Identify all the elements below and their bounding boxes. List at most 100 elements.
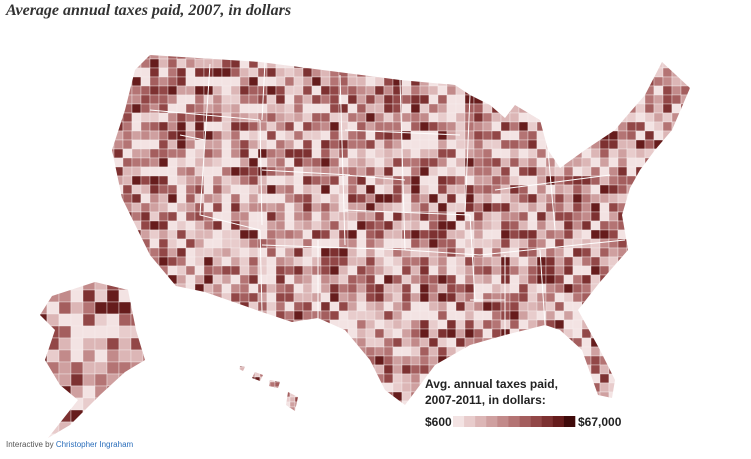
county [244,401,251,408]
county [140,55,151,60]
county [293,373,304,384]
county [671,382,682,393]
county [158,301,169,312]
county [428,283,439,294]
county [590,391,601,402]
county [320,310,331,321]
county [581,103,592,114]
county [320,94,331,105]
county [473,193,484,204]
author-link[interactable]: Christopher Ingraham [55,440,134,449]
county [689,58,690,69]
county [419,292,430,303]
county [410,76,421,87]
county [671,157,682,168]
county [275,220,286,231]
county [689,166,690,177]
county [644,148,655,159]
county [500,355,511,366]
county [635,238,646,249]
county [446,265,457,276]
county [289,371,296,378]
county [653,58,664,69]
county [689,139,690,150]
county [365,373,376,384]
county [259,381,266,388]
county [599,355,610,366]
county [473,283,484,294]
county [428,346,439,357]
county [235,412,240,417]
county [437,274,448,285]
county [383,157,394,168]
county [365,265,376,276]
county [311,283,322,294]
county [599,202,610,213]
county [383,355,394,366]
county [617,292,628,303]
county [383,85,394,96]
county [428,166,439,177]
county [401,373,412,384]
county [617,337,628,348]
county [338,58,349,69]
county [608,85,619,96]
county [194,211,205,222]
county [294,401,298,408]
county [149,391,160,402]
county [473,139,484,150]
county [140,202,151,213]
county [410,364,421,375]
county [599,112,610,123]
county [203,202,214,213]
county [176,256,187,267]
county [284,55,295,60]
county [82,421,96,435]
county [662,202,673,213]
county [599,157,610,168]
county [329,157,340,168]
county [374,283,385,294]
county [554,67,565,78]
county [40,313,48,327]
county [671,112,682,123]
county [221,85,232,96]
county [680,193,690,204]
county [203,67,214,78]
county [572,193,583,204]
county [392,55,403,60]
county [518,157,529,168]
county [572,211,583,222]
county [699,239,708,248]
county [518,94,529,105]
county [329,400,340,405]
county [671,274,682,285]
county [347,391,358,402]
county [473,103,484,114]
county [554,301,565,312]
county [194,94,205,105]
county [680,292,690,303]
county [392,229,403,240]
county [293,103,304,114]
county [329,193,340,204]
county [617,121,628,132]
county [590,193,601,204]
county [482,301,493,312]
county [203,346,214,357]
county [410,355,421,366]
county [419,85,430,96]
county [338,265,349,276]
county [572,67,583,78]
county [185,94,196,105]
county [302,121,313,132]
county [257,148,268,159]
county [275,265,286,276]
county [122,157,133,168]
county [140,301,151,312]
county [699,185,708,194]
county [112,229,115,240]
county [212,94,223,105]
county [284,184,295,195]
county [644,175,655,186]
